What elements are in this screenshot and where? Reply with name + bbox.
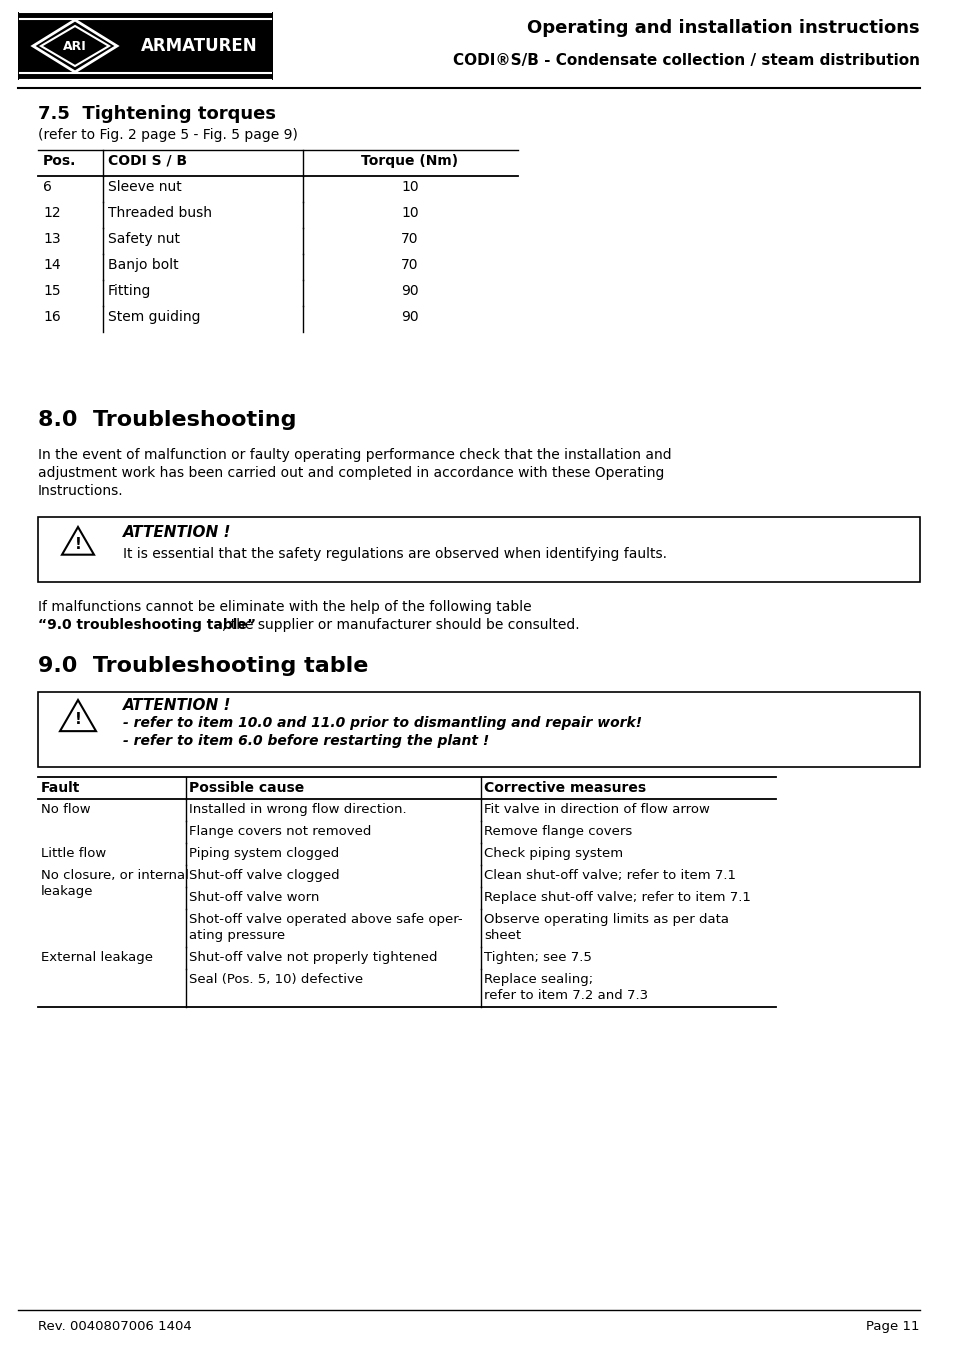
Text: In the event of malfunction or faulty operating performance check that the insta: In the event of malfunction or faulty op…	[38, 449, 671, 462]
Text: Corrective measures: Corrective measures	[483, 781, 645, 794]
Text: If malfunctions cannot be eliminate with the help of the following table: If malfunctions cannot be eliminate with…	[38, 600, 531, 613]
Text: 6: 6	[43, 180, 51, 195]
Text: Replace shut-off valve; refer to item 7.1: Replace shut-off valve; refer to item 7.…	[483, 892, 750, 904]
Text: Little flow: Little flow	[41, 847, 106, 861]
Text: Torque (Nm): Torque (Nm)	[361, 154, 458, 168]
Text: 90: 90	[401, 309, 418, 324]
Text: Instructions.: Instructions.	[38, 484, 124, 499]
Text: Sleeve nut: Sleeve nut	[108, 180, 182, 195]
Text: Tighten; see 7.5: Tighten; see 7.5	[483, 951, 591, 965]
Text: adjustment work has been carried out and completed in accordance with these Oper: adjustment work has been carried out and…	[38, 466, 663, 480]
Text: Pos.: Pos.	[43, 154, 76, 168]
Text: (refer to Fig. 2 page 5 - Fig. 5 page 9): (refer to Fig. 2 page 5 - Fig. 5 page 9)	[38, 128, 297, 142]
Text: “9.0 troubleshooting table”: “9.0 troubleshooting table”	[38, 617, 255, 632]
Polygon shape	[41, 26, 109, 66]
Text: 13: 13	[43, 232, 61, 246]
Text: No flow: No flow	[41, 802, 91, 816]
Text: 14: 14	[43, 258, 61, 272]
Text: , the supplier or manufacturer should be consulted.: , the supplier or manufacturer should be…	[221, 617, 578, 632]
Text: Piping system clogged: Piping system clogged	[189, 847, 339, 861]
Text: ATTENTION !: ATTENTION !	[123, 526, 232, 540]
Text: 12: 12	[43, 205, 61, 220]
Text: It is essential that the safety regulations are observed when identifying faults: It is essential that the safety regulati…	[123, 547, 666, 561]
Text: 90: 90	[401, 284, 418, 299]
Text: Threaded bush: Threaded bush	[108, 205, 212, 220]
Text: External leakage: External leakage	[41, 951, 152, 965]
Text: - refer to item 6.0 before restarting the plant !: - refer to item 6.0 before restarting th…	[123, 734, 489, 748]
Text: Replace sealing;
refer to item 7.2 and 7.3: Replace sealing; refer to item 7.2 and 7…	[483, 973, 647, 1002]
Polygon shape	[33, 20, 117, 72]
Bar	[18, 12, 273, 80]
Text: - refer to item 10.0 and 11.0 prior to dismantling and repair work!: - refer to item 10.0 and 11.0 prior to d…	[123, 716, 641, 730]
Text: Shut-off valve worn: Shut-off valve worn	[189, 892, 319, 904]
Text: 9.0  Troubleshooting table: 9.0 Troubleshooting table	[38, 657, 368, 676]
Text: Installed in wrong flow direction.: Installed in wrong flow direction.	[189, 802, 406, 816]
Text: 8.0  Troubleshooting: 8.0 Troubleshooting	[38, 409, 296, 430]
Text: Shut-off valve not properly tightened: Shut-off valve not properly tightened	[189, 951, 437, 965]
Text: Stem guiding: Stem guiding	[108, 309, 200, 324]
Text: 10: 10	[401, 205, 418, 220]
Text: Fit valve in direction of flow arrow: Fit valve in direction of flow arrow	[483, 802, 709, 816]
Text: Page 11: Page 11	[865, 1320, 919, 1333]
Text: Observe operating limits as per data
sheet: Observe operating limits as per data she…	[483, 913, 728, 942]
Text: Fitting: Fitting	[108, 284, 152, 299]
Text: 16: 16	[43, 309, 61, 324]
Text: 70: 70	[401, 232, 418, 246]
Text: Check piping system: Check piping system	[483, 847, 622, 861]
Bar	[38, 517, 919, 582]
Bar	[38, 692, 919, 767]
Text: Shut-off valve clogged: Shut-off valve clogged	[189, 869, 339, 882]
Text: 15: 15	[43, 284, 61, 299]
Text: Remove flange covers: Remove flange covers	[483, 825, 632, 838]
Text: !: !	[74, 712, 81, 727]
Text: ARMATUREN: ARMATUREN	[141, 36, 257, 55]
Text: Clean shut-off valve; refer to item 7.1: Clean shut-off valve; refer to item 7.1	[483, 869, 735, 882]
Text: Banjo bolt: Banjo bolt	[108, 258, 178, 272]
Text: No closure, or internal
leakage: No closure, or internal leakage	[41, 869, 189, 898]
Text: CODI S / B: CODI S / B	[108, 154, 187, 168]
Text: 10: 10	[401, 180, 418, 195]
Text: ATTENTION !: ATTENTION !	[123, 698, 232, 713]
Text: Safety nut: Safety nut	[108, 232, 180, 246]
Polygon shape	[62, 527, 94, 555]
Text: Seal (Pos. 5, 10) defective: Seal (Pos. 5, 10) defective	[189, 973, 363, 986]
Polygon shape	[60, 700, 96, 731]
Text: ARI: ARI	[63, 39, 87, 53]
Text: Rev. 0040807006 1404: Rev. 0040807006 1404	[38, 1320, 192, 1333]
Text: Flange covers not removed: Flange covers not removed	[189, 825, 371, 838]
Text: Fault: Fault	[41, 781, 80, 794]
Text: Operating and installation instructions: Operating and installation instructions	[527, 19, 919, 36]
Text: 70: 70	[401, 258, 418, 272]
Text: Shot-off valve operated above safe oper-
ating pressure: Shot-off valve operated above safe oper-…	[189, 913, 462, 942]
Text: !: !	[74, 536, 81, 551]
Text: CODI®S/B - Condensate collection / steam distribution: CODI®S/B - Condensate collection / steam…	[453, 53, 919, 68]
Text: Possible cause: Possible cause	[189, 781, 304, 794]
Text: 7.5  Tightening torques: 7.5 Tightening torques	[38, 105, 275, 123]
